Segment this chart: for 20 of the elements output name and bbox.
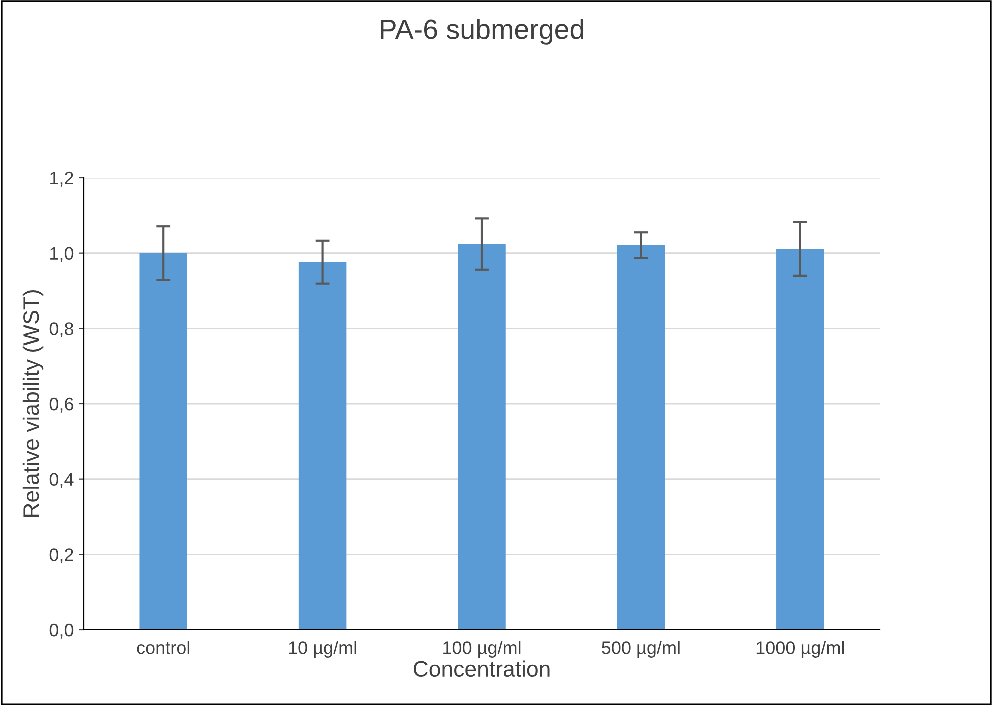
x-tick-label: 500 µg/ml bbox=[602, 641, 680, 658]
y-tick-label: 0,8 bbox=[50, 322, 74, 338]
y-tick-label: 1,0 bbox=[50, 247, 74, 262]
y-tick-label: 0,2 bbox=[50, 548, 74, 564]
y-tick-label: 0,4 bbox=[50, 473, 74, 488]
y-axis-title: Relative viability (WST) bbox=[22, 290, 44, 518]
x-tick-label: 100 µg/ml bbox=[444, 641, 521, 658]
x-tick-label: 1000 µg/ml bbox=[756, 641, 844, 658]
bar bbox=[617, 245, 666, 630]
bar bbox=[776, 249, 824, 630]
bar bbox=[140, 253, 188, 630]
x-tick-label: control bbox=[137, 641, 190, 654]
y-tick-label: 0,0 bbox=[50, 624, 74, 639]
x-tick-label: 10 µg/ml bbox=[289, 641, 356, 658]
x-axis-title: Concentration bbox=[414, 660, 550, 678]
y-tick-label: 0,6 bbox=[50, 398, 74, 413]
chart-title: PA-6 submerged bbox=[381, 18, 584, 45]
y-tick-label: 1,2 bbox=[50, 172, 74, 187]
bar bbox=[458, 244, 506, 630]
bar bbox=[298, 262, 347, 630]
